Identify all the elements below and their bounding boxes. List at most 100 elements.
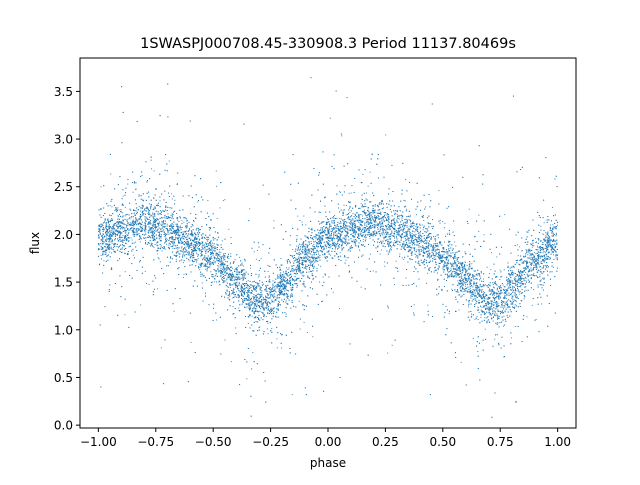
data-point [126,218,128,220]
data-point [113,243,115,245]
data-point [401,225,403,227]
data-point [532,257,534,259]
data-point [476,288,478,290]
data-point [523,298,525,300]
data-point [185,233,187,235]
data-point [338,223,340,225]
data-point [471,315,473,317]
data-point [232,297,234,299]
data-point [235,291,237,293]
data-point [230,253,232,255]
data-point [340,218,342,220]
data-point [439,219,441,221]
data-point [538,262,540,264]
data-point [190,341,192,343]
data-point [421,224,423,226]
data-point [101,241,103,243]
data-point [243,265,244,267]
data-point [454,256,456,258]
data-point [134,223,136,225]
data-point [261,311,263,313]
data-point [228,267,230,269]
data-point [170,214,172,216]
data-point [509,273,511,275]
data-point [532,261,534,263]
data-point [197,255,199,257]
data-point [133,227,135,229]
data-point [475,290,477,292]
data-point [446,263,448,265]
data-point [165,223,167,225]
data-point [470,290,472,292]
data-point [486,302,488,304]
data-point [348,222,350,224]
data-point [530,254,532,256]
data-point [276,338,278,340]
data-point [369,213,371,215]
data-point [136,235,138,237]
data-point [500,293,502,295]
data-point [496,256,498,258]
data-point [503,298,505,300]
data-point [518,293,520,295]
data-point [290,289,292,291]
data-point [415,256,417,258]
data-point [545,244,546,246]
data-point [339,307,341,309]
data-point [432,245,434,247]
data-point [121,248,123,250]
data-point [435,255,437,257]
data-point [110,173,112,175]
data-point [159,261,161,263]
data-point [408,239,410,241]
data-point [178,238,180,240]
data-point [483,311,485,313]
data-point [490,288,492,290]
data-point [535,259,537,261]
data-point [394,240,396,242]
data-point [216,217,218,219]
data-point [226,269,228,271]
data-point [510,279,512,281]
data-point [172,242,174,244]
data-point [265,300,267,302]
data-point [535,237,537,239]
data-point [407,230,409,232]
data-point [334,244,336,246]
data-point [416,214,418,216]
data-point [100,223,102,225]
data-point [507,286,509,288]
data-point [148,203,150,205]
data-point [111,252,113,254]
data-point [506,298,508,300]
data-point [263,315,265,317]
data-point [387,220,389,222]
data-point [154,243,156,245]
data-point [140,223,142,225]
data-point [185,273,187,275]
data-point [387,216,389,218]
data-point [176,246,178,248]
data-point [121,239,123,241]
data-point [118,224,120,226]
data-point [326,222,328,224]
data-point [218,266,220,268]
data-point [370,232,372,234]
data-point [248,306,250,308]
data-point [387,214,389,216]
data-point [398,218,400,220]
data-point [371,235,373,237]
data-point [397,229,399,231]
data-point [474,235,476,237]
data-point [348,257,350,259]
data-point [383,216,385,218]
data-point [406,225,408,227]
data-point [491,252,493,254]
data-point [503,269,505,271]
data-point [166,223,168,225]
data-point [291,275,293,277]
data-point [542,252,544,254]
data-point [381,234,383,236]
data-point [362,241,364,243]
data-point [126,224,128,226]
